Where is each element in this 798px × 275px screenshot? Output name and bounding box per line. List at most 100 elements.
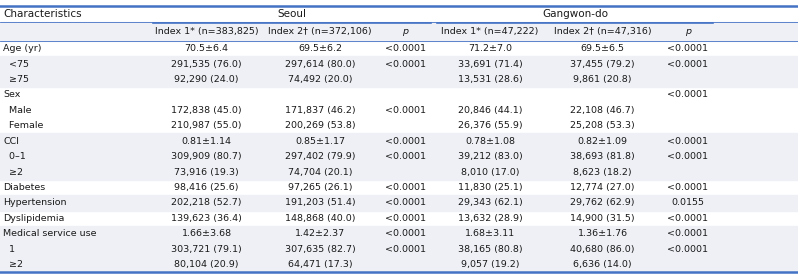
Text: <75: <75 xyxy=(3,60,30,68)
Text: 172,838 (45.0): 172,838 (45.0) xyxy=(172,106,242,115)
Text: <0.0001: <0.0001 xyxy=(667,183,709,192)
Text: p: p xyxy=(685,27,691,36)
Text: <0.0001: <0.0001 xyxy=(667,60,709,68)
Text: 303,721 (79.1): 303,721 (79.1) xyxy=(172,245,242,254)
Text: 13,531 (28.6): 13,531 (28.6) xyxy=(457,75,523,84)
Text: <0.0001: <0.0001 xyxy=(667,214,709,223)
Text: CCI: CCI xyxy=(3,137,19,146)
Text: <0.0001: <0.0001 xyxy=(385,229,426,238)
Text: Age (yr): Age (yr) xyxy=(3,44,41,53)
Text: <0.0001: <0.0001 xyxy=(385,198,426,207)
Bar xyxy=(0,133,798,149)
Text: 71.2±7.0: 71.2±7.0 xyxy=(468,44,512,53)
Text: ≥2: ≥2 xyxy=(3,260,23,269)
Text: 1.66±3.68: 1.66±3.68 xyxy=(182,229,231,238)
Text: 210,987 (55.0): 210,987 (55.0) xyxy=(172,121,242,130)
Text: 25,208 (53.3): 25,208 (53.3) xyxy=(570,121,635,130)
Text: <0.0001: <0.0001 xyxy=(667,44,709,53)
Text: 0–1: 0–1 xyxy=(3,152,26,161)
Text: 22,108 (46.7): 22,108 (46.7) xyxy=(571,106,634,115)
Text: 191,203 (51.4): 191,203 (51.4) xyxy=(285,198,355,207)
Text: 14,900 (31.5): 14,900 (31.5) xyxy=(571,214,634,223)
Text: Medical service use: Medical service use xyxy=(3,229,97,238)
Bar xyxy=(0,226,798,241)
Text: 38,165 (80.8): 38,165 (80.8) xyxy=(458,245,522,254)
Text: 9,057 (19.2): 9,057 (19.2) xyxy=(460,260,519,269)
Text: 40,680 (86.0): 40,680 (86.0) xyxy=(571,245,634,254)
Text: 80,104 (20.9): 80,104 (20.9) xyxy=(175,260,239,269)
Text: p: p xyxy=(402,27,409,36)
Text: Index 2† (n=47,316): Index 2† (n=47,316) xyxy=(554,27,651,36)
Text: Seoul: Seoul xyxy=(278,9,306,19)
Text: 69.5±6.5: 69.5±6.5 xyxy=(580,44,625,53)
Text: Index 2† (n=372,106): Index 2† (n=372,106) xyxy=(268,27,372,36)
Text: <0.0001: <0.0001 xyxy=(385,106,426,115)
Text: Index 1* (n=47,222): Index 1* (n=47,222) xyxy=(441,27,539,36)
Text: 26,376 (55.9): 26,376 (55.9) xyxy=(458,121,522,130)
Text: <0.0001: <0.0001 xyxy=(385,152,426,161)
Text: 11,830 (25.1): 11,830 (25.1) xyxy=(458,183,522,192)
Text: 29,762 (62.9): 29,762 (62.9) xyxy=(571,198,634,207)
Text: Gangwon-do: Gangwon-do xyxy=(543,9,608,19)
Text: 74,704 (20.1): 74,704 (20.1) xyxy=(288,167,352,177)
Text: 297,402 (79.9): 297,402 (79.9) xyxy=(285,152,355,161)
Text: ≥75: ≥75 xyxy=(3,75,30,84)
Text: 0.0155: 0.0155 xyxy=(671,198,705,207)
Text: 13,632 (28.9): 13,632 (28.9) xyxy=(457,214,523,223)
Text: <0.0001: <0.0001 xyxy=(667,245,709,254)
Text: <0.0001: <0.0001 xyxy=(385,60,426,68)
Text: 291,535 (76.0): 291,535 (76.0) xyxy=(172,60,242,68)
Text: 73,916 (19.3): 73,916 (19.3) xyxy=(174,167,239,177)
Bar xyxy=(0,257,798,272)
Text: 64,471 (17.3): 64,471 (17.3) xyxy=(288,260,352,269)
Text: 92,290 (24.0): 92,290 (24.0) xyxy=(175,75,239,84)
Text: <0.0001: <0.0001 xyxy=(667,90,709,100)
Text: 38,693 (81.8): 38,693 (81.8) xyxy=(570,152,635,161)
Text: 171,837 (46.2): 171,837 (46.2) xyxy=(285,106,355,115)
Text: 37,455 (79.2): 37,455 (79.2) xyxy=(571,60,634,68)
Text: Sex: Sex xyxy=(3,90,21,100)
Text: 33,691 (71.4): 33,691 (71.4) xyxy=(457,60,523,68)
Text: 297,614 (80.0): 297,614 (80.0) xyxy=(285,60,355,68)
Text: 1: 1 xyxy=(3,245,15,254)
Text: 1.42±2.37: 1.42±2.37 xyxy=(295,229,345,238)
Bar xyxy=(0,56,798,72)
Text: <0.0001: <0.0001 xyxy=(385,214,426,223)
Text: 200,269 (53.8): 200,269 (53.8) xyxy=(285,121,355,130)
Text: 0.85±1.17: 0.85±1.17 xyxy=(295,137,345,146)
Bar xyxy=(0,241,798,257)
Text: 0.82±1.09: 0.82±1.09 xyxy=(578,137,627,146)
Text: <0.0001: <0.0001 xyxy=(667,137,709,146)
Text: <0.0001: <0.0001 xyxy=(667,152,709,161)
Text: 70.5±6.4: 70.5±6.4 xyxy=(184,44,229,53)
Text: 20,846 (44.1): 20,846 (44.1) xyxy=(458,106,522,115)
Text: 29,343 (62.1): 29,343 (62.1) xyxy=(457,198,523,207)
Text: <0.0001: <0.0001 xyxy=(385,137,426,146)
Text: Dyslipidemia: Dyslipidemia xyxy=(3,214,65,223)
Text: <0.0001: <0.0001 xyxy=(385,44,426,53)
Text: 148,868 (40.0): 148,868 (40.0) xyxy=(285,214,355,223)
Text: 309,909 (80.7): 309,909 (80.7) xyxy=(172,152,242,161)
Text: Female: Female xyxy=(3,121,44,130)
Bar xyxy=(0,195,798,211)
Bar xyxy=(0,23,798,41)
Text: 0.81±1.14: 0.81±1.14 xyxy=(182,137,231,146)
Text: 98,416 (25.6): 98,416 (25.6) xyxy=(175,183,239,192)
Text: 1.36±1.76: 1.36±1.76 xyxy=(578,229,627,238)
Text: 307,635 (82.7): 307,635 (82.7) xyxy=(285,245,355,254)
Text: 139,623 (36.4): 139,623 (36.4) xyxy=(172,214,242,223)
Text: 8,623 (18.2): 8,623 (18.2) xyxy=(573,167,632,177)
Text: Hypertension: Hypertension xyxy=(3,198,67,207)
Text: 8,010 (17.0): 8,010 (17.0) xyxy=(460,167,519,177)
Text: 6,636 (14.0): 6,636 (14.0) xyxy=(573,260,632,269)
Bar xyxy=(0,72,798,87)
Text: <0.0001: <0.0001 xyxy=(385,245,426,254)
Text: 74,492 (20.0): 74,492 (20.0) xyxy=(288,75,352,84)
Text: 1.68±3.11: 1.68±3.11 xyxy=(465,229,515,238)
Text: Characteristics: Characteristics xyxy=(3,9,82,19)
Text: 39,212 (83.0): 39,212 (83.0) xyxy=(457,152,523,161)
Text: Diabetes: Diabetes xyxy=(3,183,45,192)
Text: <0.0001: <0.0001 xyxy=(667,229,709,238)
Text: 202,218 (52.7): 202,218 (52.7) xyxy=(172,198,242,207)
Text: 9,861 (20.8): 9,861 (20.8) xyxy=(573,75,632,84)
